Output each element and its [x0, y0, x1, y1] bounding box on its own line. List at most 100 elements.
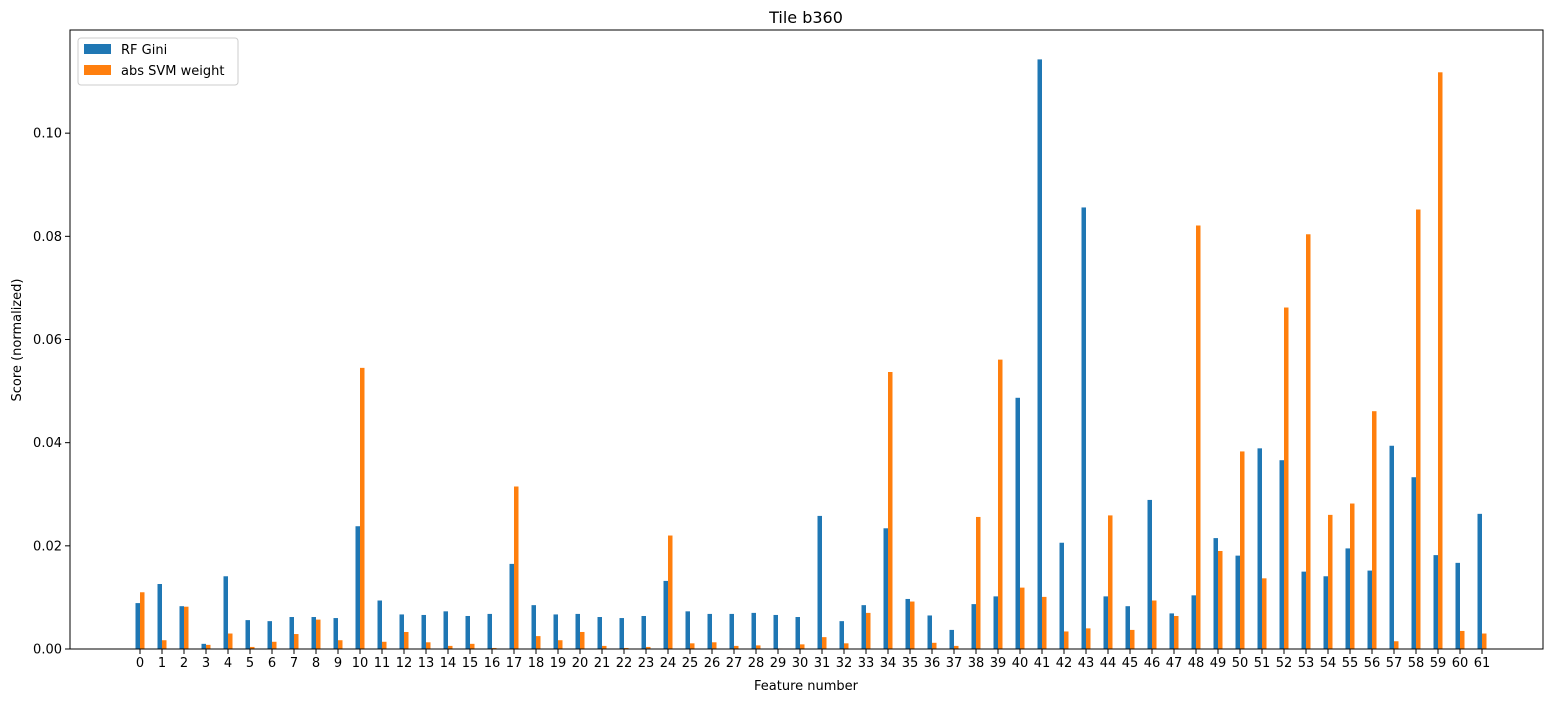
bar-abs-svm-weight-33	[866, 612, 871, 649]
x-tick-label: 44	[1100, 656, 1117, 671]
bar-abs-svm-weight-40	[1020, 587, 1025, 649]
bar-rf-gini-52	[1279, 460, 1284, 649]
x-tick-label: 61	[1474, 656, 1491, 671]
bar-abs-svm-weight-5	[250, 646, 255, 649]
bar-abs-svm-weight-57	[1394, 641, 1399, 649]
x-tick-label: 41	[1034, 656, 1051, 671]
x-tick-label: 24	[660, 656, 677, 671]
bar-abs-svm-weight-50	[1240, 451, 1245, 649]
x-tick-label: 9	[334, 656, 342, 671]
bar-rf-gini-41	[1037, 59, 1042, 649]
x-tick-label: 15	[462, 656, 479, 671]
bar-rf-gini-45	[1125, 606, 1130, 649]
x-tick-label: 5	[246, 656, 254, 671]
bar-abs-svm-weight-16	[492, 647, 497, 649]
bar-rf-gini-10	[355, 526, 360, 649]
bar-rf-gini-21	[597, 617, 602, 649]
bar-abs-svm-weight-45	[1130, 629, 1135, 649]
bar-rf-gini-22	[619, 618, 624, 649]
bar-abs-svm-weight-7	[294, 634, 299, 649]
x-tick-label: 20	[572, 656, 589, 671]
bar-abs-svm-weight-28	[756, 645, 761, 649]
legend-swatch-rf-gini	[84, 44, 111, 54]
bar-abs-svm-weight-54	[1328, 514, 1333, 649]
bar-rf-gini-53	[1301, 571, 1306, 650]
bar-abs-svm-weight-49	[1218, 550, 1223, 649]
bar-abs-svm-weight-55	[1350, 503, 1355, 649]
x-tick-label: 34	[880, 656, 897, 671]
bar-abs-svm-weight-61	[1482, 633, 1487, 649]
bar-abs-svm-weight-60	[1460, 630, 1465, 649]
bar-rf-gini-30	[795, 617, 800, 649]
bar-abs-svm-weight-18	[536, 636, 541, 649]
bar-rf-gini-35	[905, 598, 910, 649]
bar-rf-gini-51	[1257, 448, 1262, 649]
x-tick-label: 37	[946, 656, 963, 671]
bar-rf-gini-36	[927, 615, 932, 649]
bar-abs-svm-weight-20	[580, 631, 585, 649]
x-tick-label: 46	[1144, 656, 1161, 671]
bar-abs-svm-weight-19	[558, 640, 563, 649]
x-tick-label: 7	[290, 656, 298, 671]
bar-abs-svm-weight-59	[1438, 72, 1443, 650]
bar-abs-svm-weight-30	[800, 644, 805, 649]
bar-abs-svm-weight-4	[228, 633, 233, 649]
bar-rf-gini-32	[839, 621, 844, 649]
x-tick-label: 48	[1188, 656, 1205, 671]
bar-abs-svm-weight-42	[1064, 631, 1069, 649]
bar-abs-svm-weight-52	[1284, 307, 1289, 649]
x-tick-label: 17	[506, 656, 523, 671]
bar-abs-svm-weight-32	[844, 643, 849, 649]
bar-abs-svm-weight-12	[404, 631, 409, 649]
x-tick-label: 21	[594, 656, 611, 671]
bar-abs-svm-weight-2	[184, 606, 189, 649]
x-tick-label: 42	[1056, 656, 1073, 671]
bar-abs-svm-weight-41	[1042, 596, 1047, 649]
x-tick-label: 51	[1254, 656, 1271, 671]
bar-rf-gini-9	[333, 618, 338, 649]
x-tick-label: 58	[1408, 656, 1425, 671]
bar-rf-gini-19	[553, 614, 558, 649]
x-tick-label: 28	[748, 656, 765, 671]
bar-rf-gini-60	[1455, 562, 1460, 649]
chart-title: Tile b360	[768, 8, 843, 27]
bar-rf-gini-15	[465, 615, 470, 649]
bar-rf-gini-54	[1323, 576, 1328, 649]
x-tick-label: 27	[726, 656, 743, 671]
bar-rf-gini-28	[751, 612, 756, 649]
bar-abs-svm-weight-15	[470, 643, 475, 649]
bar-rf-gini-48	[1191, 595, 1196, 649]
y-tick-label: 0.02	[33, 539, 62, 554]
x-tick-label: 8	[312, 656, 320, 671]
bar-rf-gini-11	[377, 600, 382, 649]
x-tick-label: 35	[902, 656, 919, 671]
bar-rf-gini-3	[201, 643, 206, 649]
bar-rf-gini-31	[817, 515, 822, 649]
bar-rf-gini-12	[399, 614, 404, 649]
legend-label-rf-gini: RF Gini	[121, 43, 167, 58]
bar-abs-svm-weight-39	[998, 359, 1003, 649]
bar-abs-svm-weight-22	[624, 647, 629, 649]
bar-rf-gini-18	[531, 605, 536, 649]
x-tick-label: 19	[550, 656, 567, 671]
bar-abs-svm-weight-48	[1196, 225, 1201, 649]
x-tick-label: 1	[158, 656, 166, 671]
x-tick-label: 14	[440, 656, 457, 671]
y-tick-label: 0.08	[33, 230, 62, 245]
x-tick-label: 22	[616, 656, 633, 671]
bar-abs-svm-weight-21	[602, 645, 607, 649]
bar-rf-gini-1	[157, 584, 162, 649]
bar-rf-gini-20	[575, 613, 580, 649]
bar-rf-gini-23	[641, 615, 646, 649]
x-tick-label: 2	[180, 656, 188, 671]
bar-abs-svm-weight-36	[932, 642, 937, 649]
x-tick-label: 16	[484, 656, 501, 671]
bar-rf-gini-39	[993, 596, 998, 649]
bar-abs-svm-weight-31	[822, 637, 827, 649]
x-tick-label: 43	[1078, 656, 1095, 671]
bar-abs-svm-weight-47	[1174, 615, 1179, 649]
plot-area-frame	[69, 29, 1544, 650]
bar-abs-svm-weight-3	[206, 644, 211, 649]
bar-abs-svm-weight-23	[646, 646, 651, 649]
bar-abs-svm-weight-43	[1086, 628, 1091, 649]
